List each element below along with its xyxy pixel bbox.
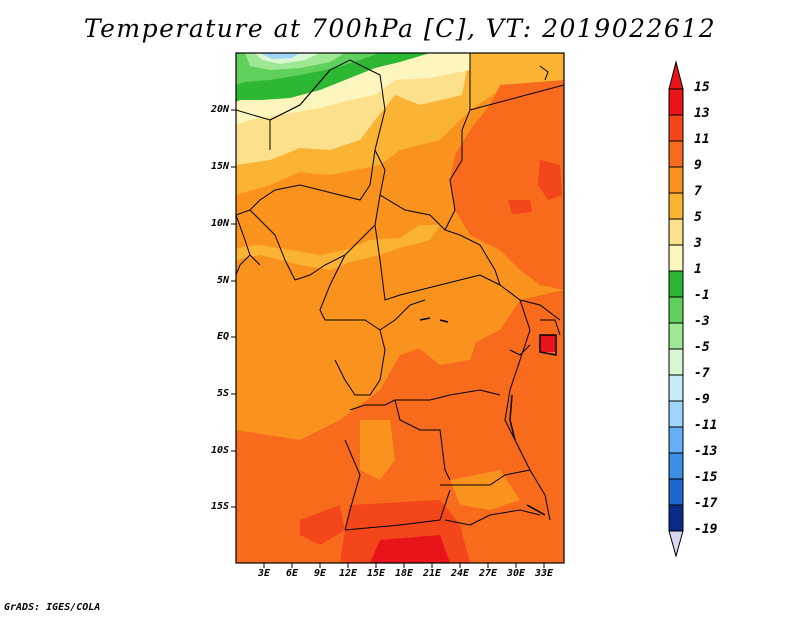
colorbar-label: -3 [694,314,710,329]
colorbar-swatch [668,166,684,194]
colorbar-label: 13 [694,106,710,121]
lon-label: 21E [422,568,442,579]
lon-label: 33E [534,568,554,579]
colorbar-label: -5 [694,340,710,355]
colorbar-label: -15 [694,470,718,485]
country-borders [236,53,564,531]
colorbar-swatch [668,374,684,402]
lat-label: 20N [210,104,229,115]
colorbar-swatch [668,478,684,506]
colorbar-label: -7 [694,366,710,381]
colorbar-swatch [668,504,684,532]
lon-label: 3E [257,568,271,579]
colorbar-label: 7 [694,184,702,199]
colorbar-label: -11 [694,418,718,433]
colorbar-label: 15 [694,80,710,95]
lon-label: 24E [450,568,470,579]
colorbar-swatch [668,114,684,142]
lon-label: 9E [313,568,327,579]
lon-label: 27E [478,568,498,579]
colorbar-label: -1 [694,288,710,303]
colorbar-label: 9 [694,158,702,173]
lat-ticks [231,109,236,508]
lon-label: 18E [394,568,414,579]
colorbar-swatch [668,192,684,220]
colorbar-swatch [668,296,684,324]
grads-credit: GrADS: IGES/COLA [4,602,101,613]
colorbar-swatch [668,452,684,480]
colorbar-swatch [668,400,684,428]
colorbar-swatch [668,244,684,272]
colorbar-label: 11 [694,132,710,147]
chart-title: Temperature at 700hPa [C], VT: 201902261… [83,14,717,43]
lat-label: 15S [210,501,229,512]
lon-label: 12E [338,568,358,579]
colorbar [668,60,684,558]
lat-label: EQ [216,331,229,342]
lat-label: 15N [210,161,229,172]
lat-label: 10S [210,445,229,456]
colorbar-label: 3 [694,236,702,251]
colorbar-swatch [668,270,684,298]
lon-label: 30E [506,568,526,579]
temperature-field [236,53,564,563]
colorbar-label: -13 [694,444,718,459]
lat-label: 10N [210,218,229,229]
colorbar-label: 5 [694,210,702,225]
colorbar-swatch [668,426,684,454]
map-frame [235,52,565,564]
colorbar-swatch [668,348,684,376]
colorbar-swatch [668,140,684,168]
lon-ticks [263,563,545,568]
lat-label: 5N [216,275,229,286]
colorbar-top-arrow [668,60,684,90]
lat-label: 5S [216,388,229,399]
colorbar-label: -19 [694,522,718,537]
colorbar-swatch [668,218,684,246]
lon-label: 6E [285,568,299,579]
colorbar-label: -17 [694,496,718,511]
lon-label: 15E [366,568,386,579]
colorbar-bottom-arrow [668,530,684,558]
colorbar-swatch [668,322,684,350]
colorbar-label: -9 [694,392,710,407]
colorbar-swatch [668,88,684,116]
colorbar-label: 1 [694,262,702,277]
lake-outlines [419,317,557,516]
